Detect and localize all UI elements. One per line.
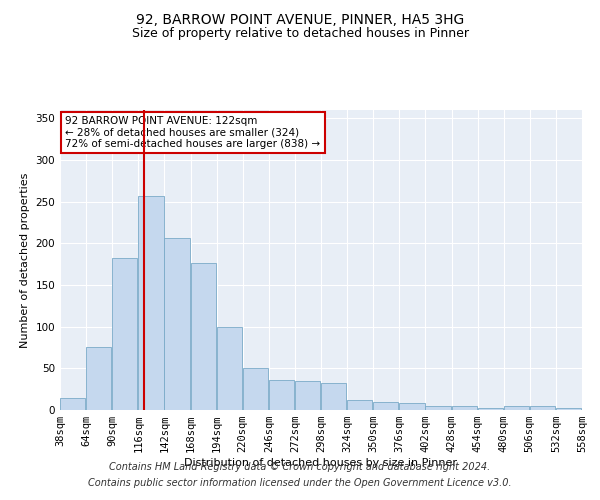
Bar <box>112 258 137 410</box>
Text: Size of property relative to detached houses in Pinner: Size of property relative to detached ho… <box>131 28 469 40</box>
Bar <box>217 326 242 410</box>
Bar <box>530 406 555 410</box>
Bar <box>503 406 529 410</box>
Text: Contains public sector information licensed under the Open Government Licence v3: Contains public sector information licen… <box>88 478 512 488</box>
X-axis label: Distribution of detached houses by size in Pinner: Distribution of detached houses by size … <box>185 458 458 468</box>
Bar <box>295 381 320 410</box>
Bar <box>452 406 477 410</box>
Bar <box>347 400 373 410</box>
Text: 92, BARROW POINT AVENUE, PINNER, HA5 3HG: 92, BARROW POINT AVENUE, PINNER, HA5 3HG <box>136 12 464 26</box>
Text: Contains HM Land Registry data © Crown copyright and database right 2024.: Contains HM Land Registry data © Crown c… <box>109 462 491 472</box>
Text: 92 BARROW POINT AVENUE: 122sqm
← 28% of detached houses are smaller (324)
72% of: 92 BARROW POINT AVENUE: 122sqm ← 28% of … <box>65 116 320 149</box>
Bar <box>269 380 294 410</box>
Bar <box>139 196 164 410</box>
Bar <box>191 264 216 410</box>
Bar <box>164 238 190 410</box>
Bar <box>478 408 503 410</box>
Bar <box>60 398 85 410</box>
Bar <box>400 404 425 410</box>
Bar <box>373 402 398 410</box>
Bar <box>86 346 112 410</box>
Bar <box>425 406 451 410</box>
Bar <box>556 408 581 410</box>
Y-axis label: Number of detached properties: Number of detached properties <box>20 172 30 348</box>
Bar <box>321 382 346 410</box>
Bar <box>242 368 268 410</box>
